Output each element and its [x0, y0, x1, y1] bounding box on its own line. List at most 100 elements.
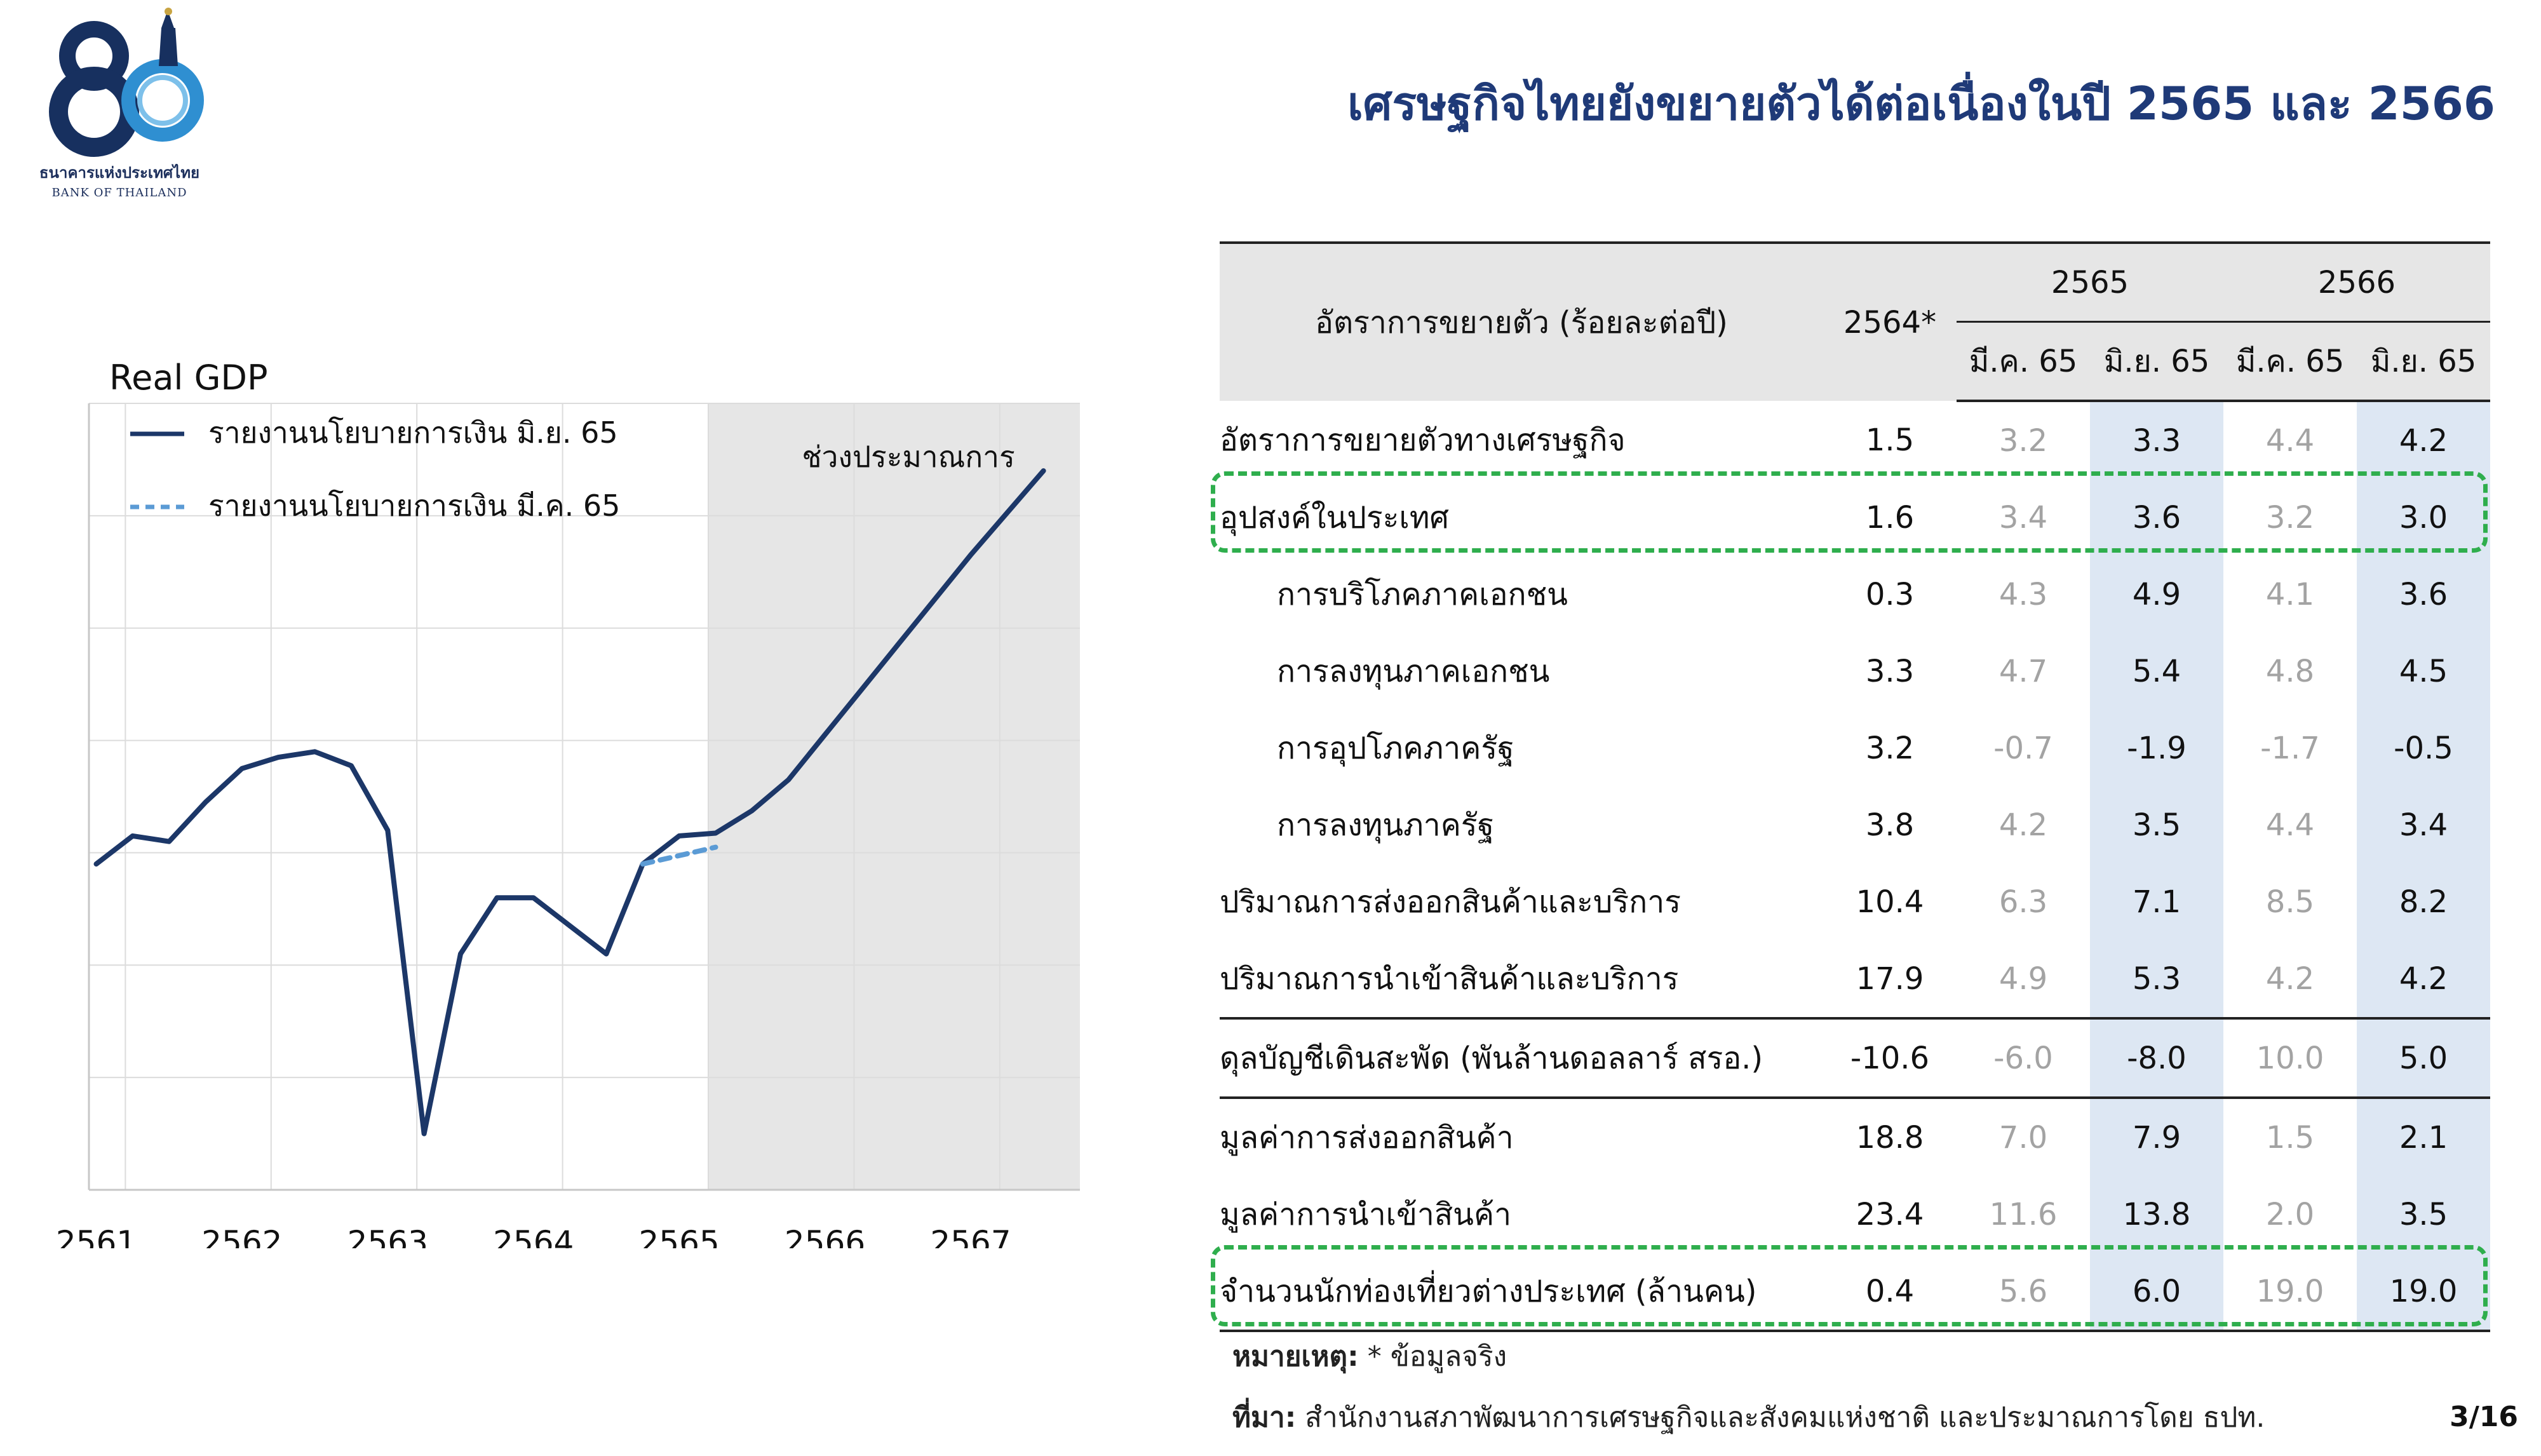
row-label: การลงทุนภาคเอกชน [1277, 653, 1550, 689]
highlight-box-domestic-demand [1211, 471, 2488, 553]
row-label: มูลค่าการส่งออกสินค้า [1220, 1096, 1823, 1176]
row-value: 18.8 [1823, 1096, 1957, 1176]
row-value: 6.0 [2090, 1253, 2223, 1332]
series-line-mar65 [640, 844, 718, 867]
table-row: อัตราการขยายตัวทางเศรษฐกิจ 1.5 3.2 3.3 4.4 4.… [1220, 401, 2490, 479]
row-value: 4.5 [2357, 633, 2490, 710]
row-value: -0.7 [1993, 730, 2053, 766]
footnotes: หมายเหตุ: * ข้อมูลจริง ที่มา: สำนักงานสภ… [1232, 1334, 2265, 1456]
row-value: 3.2 [2265, 499, 2315, 536]
row-value: 8.2 [2357, 863, 2490, 940]
row-value: -0.5 [2357, 710, 2490, 786]
row-value: 10.4 [1856, 884, 1924, 920]
forecast-table: อัตราการขยายตัว (ร้อยละต่อปี) 2564* 2565… [1220, 241, 2490, 1332]
row-value: 19.0 [2357, 1253, 2490, 1332]
row-value: 3.3 [2090, 401, 2223, 479]
x-tick-label: 2562 [201, 1224, 282, 1248]
row-label: การบริโภคภาคเอกชน [1277, 576, 1568, 612]
x-tick-label: 2563 [347, 1224, 428, 1248]
chart-svg: 2561 2562 2563 2564 2565 2566 2567 Real GDP ช่… [56, 358, 1080, 1261]
x-tick-label: 2561 [57, 1224, 137, 1248]
series-line-jun65 [93, 468, 1046, 1136]
row-value: 4.3 [1998, 576, 2048, 612]
table-row: ปริมาณการนำเข้าสินค้าและบริการ 17.9 4.9 5.3… [1220, 940, 2490, 1018]
table-row: การอุปโภคภาครัฐ 3.2 -0.7 -1.9 -1.7 -0.5 [1220, 710, 2490, 786]
x-tick-label: 2565 [638, 1224, 719, 1248]
source-text: สำนักงานสภาพัฒนาการเศรษฐกิจและสังคมแห่งช… [1296, 1401, 2265, 1434]
row-value: 4.2 [1998, 807, 2048, 843]
row-label: ปริมาณการนำเข้าสินค้าและบริการ [1220, 961, 1679, 997]
x-tick-label: 2567 [930, 1224, 1011, 1248]
row-value: 5.6 [1957, 1253, 2090, 1332]
logo-text-english: BANK OF THAILAND [51, 186, 187, 199]
x-tick-label: 2564 [493, 1224, 574, 1248]
legend-label-mar65: รายงานนโยบายการเงิน มี.ค. 65 [208, 489, 620, 523]
row-value: 4.1 [2265, 576, 2315, 612]
row-value: 1.5 [2223, 1096, 2357, 1176]
row-value: 5.4 [2090, 633, 2223, 710]
row-value: 2.1 [2357, 1096, 2490, 1176]
table-subheader: มี.ค. 65 [2223, 321, 2357, 402]
row-label: อุปสงค์ในประเทศ [1220, 499, 1449, 536]
row-value: -6.0 [1957, 1017, 2090, 1098]
row-value: 19.0 [2223, 1253, 2357, 1332]
row-value: 23.4 [1856, 1196, 1924, 1232]
row-value: 3.6 [2357, 556, 2490, 633]
row-value: 4.7 [1998, 653, 2048, 689]
table-row: การบริโภคภาคเอกชน 0.3 4.3 4.9 4.1 3.6 [1220, 556, 2490, 633]
row-value: 11.6 [1989, 1196, 2058, 1232]
table-row: มูลค่าการนำเข้าสินค้า 23.4 11.6 13.8 2.0 3.5 [1220, 1176, 2490, 1253]
table-row: การลงทุนภาคเอกชน 3.3 4.7 5.4 4.8 4.5 [1220, 633, 2490, 710]
row-value: -8.0 [2090, 1017, 2223, 1098]
row-value: 0.4 [1823, 1253, 1957, 1332]
table-header-2564: 2564* [1823, 241, 1957, 401]
chart-title: Real GDP [109, 358, 268, 398]
row-value: 3.5 [2090, 786, 2223, 863]
row-value: 7.0 [1957, 1096, 2090, 1176]
legend: รายงานนโยบายการเงิน มิ.ย. 65 รายงานนโยบา… [130, 415, 620, 523]
row-value: 7.9 [2090, 1096, 2223, 1176]
row-label: อัตราการขยายตัวทางเศรษฐกิจ [1220, 422, 1626, 458]
table-row: การลงทุนภาครัฐ 3.8 4.2 3.5 4.4 3.4 [1220, 786, 2490, 863]
page-title: เศรษฐกิจไทยยังขยายตัวได้ต่อเนื่องในปี 25… [1347, 77, 2495, 130]
logo-80-emblem: 80 [49, 8, 204, 157]
source-label: ที่มา: [1232, 1401, 1297, 1434]
row-value: 7.1 [2090, 863, 2223, 940]
table-subheader: มิ.ย. 65 [2357, 321, 2490, 402]
row-value: 8.5 [2265, 884, 2315, 920]
row-value: 3.3 [1865, 653, 1915, 689]
highlight-box-tourists [1211, 1245, 2488, 1326]
row-value: 4.2 [2357, 401, 2490, 479]
row-value: 5.0 [2357, 1017, 2490, 1098]
row-value: -10.6 [1823, 1017, 1957, 1098]
row-value: 4.2 [2357, 940, 2490, 1018]
x-tick-labels: 2561 2562 2563 2564 2565 2566 2567 [56, 1224, 1011, 1261]
row-label: การอุปโภคภาครัฐ [1277, 730, 1514, 766]
row-value: 3.5 [2357, 1176, 2490, 1253]
row-value: 1.5 [1865, 422, 1915, 458]
legend-label-jun65: รายงานนโยบายการเงิน มิ.ย. 65 [208, 415, 618, 450]
row-value: -1.9 [2090, 710, 2223, 786]
table-header-label: อัตราการขยายตัว (ร้อยละต่อปี) [1220, 241, 1823, 401]
logo-text: ธนาคารแห่งประเทศไทย BANK OF THAILAND [18, 160, 221, 199]
x-tick-label: 2566 [785, 1224, 865, 1248]
table-row: มูลค่าการส่งออกสินค้า 18.8 7.0 7.9 1.5 2.1 [1220, 1096, 2490, 1176]
table-header-year-2566: 2566 [2223, 241, 2490, 323]
row-value: -1.7 [2260, 730, 2320, 766]
row-value: 13.8 [2090, 1176, 2223, 1253]
table-subheader: มิ.ย. 65 [2090, 321, 2223, 402]
row-value: 3.4 [2357, 786, 2490, 863]
row-value: 5.3 [2090, 940, 2223, 1018]
row-value: 4.8 [2265, 653, 2315, 689]
row-value: 1.6 [1865, 499, 1915, 536]
table-header-year-2565: 2565 [1957, 241, 2223, 323]
row-value: 3.4 [1998, 499, 2048, 536]
source-line: ที่มา: สำนักงานสภาพัฒนาการเศรษฐกิจและสัง… [1232, 1395, 2265, 1439]
logo-text-thai: ธนาคารแห่งประเทศไทย [39, 163, 200, 182]
row-value: 4.2 [2265, 961, 2315, 997]
row-value: 17.9 [1856, 961, 1924, 997]
row-value: 2.0 [2265, 1196, 2315, 1232]
table-row: จำนวนนักท่องเที่ยวต่างประเทศ (ล้านคน) 0.4… [1220, 1253, 2490, 1332]
forecast-label: ช่วงประมาณการ [802, 440, 1014, 474]
chart-grid [89, 403, 1080, 1190]
